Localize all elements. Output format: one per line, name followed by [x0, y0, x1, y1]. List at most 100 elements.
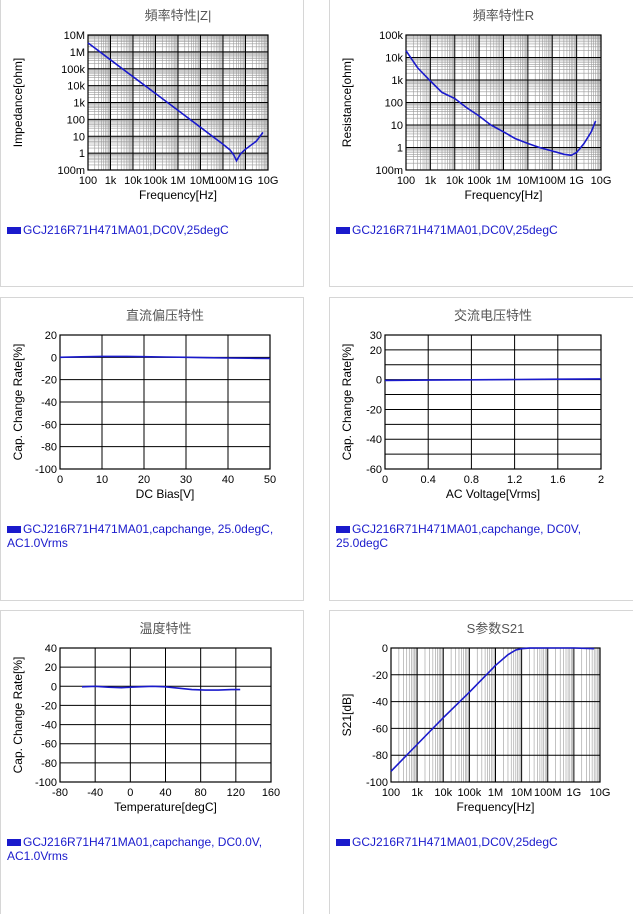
series-line	[81, 685, 241, 691]
x-tick-label: 40	[159, 787, 171, 799]
y-tick-label: 10M	[64, 30, 85, 42]
chart-title: 頻率特性R	[473, 8, 534, 23]
temperature-chart: 温度特性-80 -40 0 40 80 120 16040200-20-40-60-80-1…	[11, 621, 280, 814]
y-tick-label: 20	[370, 345, 382, 357]
legend-text: GCJ216R71H471MA01,DC0V,25degC	[352, 835, 558, 849]
y-tick-label: 10	[73, 131, 85, 143]
chart-panel-impedance: 頻率特性|Z| 100 1k 10k 100k 1M 10M 100M 1G 10G 100m 1 10…	[0, 0, 304, 287]
x-tick-label: 160	[262, 787, 280, 799]
x-axis-label: Frequency[Hz]	[464, 188, 542, 202]
y-axis-label: Cap. Change Rate[%]	[340, 344, 354, 461]
legend-s21: GCJ216R71H471MA01,DC0V,25degC	[336, 835, 626, 849]
y-tick-label: 100m	[57, 165, 85, 177]
x-tick-label: -40	[87, 787, 103, 799]
y-tick-label: 20	[45, 662, 57, 674]
x-tick-label: 1G	[567, 787, 582, 799]
x-tick-label: 10k	[124, 175, 142, 187]
legend-swatch	[336, 227, 350, 235]
x-tick-label: 1M	[488, 787, 503, 799]
y-axis-label: Impedance[ohm]	[11, 58, 25, 147]
x-tick-label: 0	[382, 474, 388, 486]
x-tick-label: 100k	[467, 175, 491, 187]
y-tick-label: -60	[41, 419, 57, 431]
legend-text: GCJ216R71H471MA01,capchange, 25.0degC, A…	[7, 522, 274, 550]
x-tick-label: 100k	[144, 175, 168, 187]
legend-swatch	[336, 526, 350, 534]
y-tick-label: 1k	[73, 98, 85, 110]
plot-frame	[405, 34, 602, 171]
y-tick-label: 10k	[385, 53, 403, 65]
plot-area	[385, 335, 601, 469]
x-axis-label: Temperature[degC]	[114, 800, 217, 814]
y-tick-label: 10k	[67, 81, 85, 93]
ac-voltage-chart: 交流电压特性 0 0.4 0.8 1.2 1.6 2 30 20 0 -20 -40 -60 AC Vol…	[340, 308, 604, 501]
x-tick-label: 10G	[590, 787, 611, 799]
legend-impedance: GCJ216R71H471MA01,DC0V,25degC	[7, 223, 297, 237]
legend-resistance: GCJ216R71H471MA01,DC0V,25degC	[336, 223, 626, 237]
y-tick-label: 100	[385, 98, 403, 110]
y-tick-label: -80	[41, 758, 57, 770]
x-tick-label: 50	[264, 474, 276, 486]
chart-panel-dc-bias: 直流偏压特性 0 10 20 30 40 50 20 0 -20 -40 -60 -80 -100 DC B…	[0, 297, 304, 601]
y-axis-label: S21[dB]	[340, 694, 354, 737]
x-tick-label: 1k	[105, 175, 117, 187]
x-tick-label: 1k	[425, 175, 437, 187]
y-tick-label: 30	[370, 330, 382, 342]
x-tick-label: 10M	[511, 787, 532, 799]
y-tick-label: 0	[376, 375, 382, 387]
x-tick-label: 1G	[569, 175, 584, 187]
series-line	[390, 647, 595, 772]
plot-frame	[390, 647, 601, 783]
x-tick-label: 10M	[190, 175, 211, 187]
x-tick-label: 1k	[411, 787, 423, 799]
x-tick-label: 10G	[591, 175, 612, 187]
x-tick-label: 100k	[457, 787, 481, 799]
chart-panel-resistance: 頻率特性R 100 1k 10k 100k 1M 10M 100M 1G 10G 100m 1 10 10…	[329, 0, 633, 287]
x-tick-label: 0	[127, 787, 133, 799]
x-tick-label: 30	[180, 474, 192, 486]
x-tick-label: 1.2	[507, 474, 522, 486]
legend-swatch	[7, 227, 21, 235]
x-tick-label: 1M	[496, 175, 511, 187]
y-tick-label: 0	[51, 352, 57, 364]
series-line	[405, 50, 597, 157]
x-tick-label: 80	[195, 787, 207, 799]
y-tick-label: -60	[41, 739, 57, 751]
x-axis-label: Frequency[Hz]	[139, 188, 217, 202]
chart-title: 直流偏压特性	[126, 308, 204, 323]
legend-swatch	[7, 839, 21, 847]
x-tick-label: 1.6	[550, 474, 565, 486]
chart-panel-temperature: 温度特性 -80 -40 0 40 80 120 160 40 20 0 -20 -40 -60 -80 -1…	[0, 610, 304, 914]
x-tick-label: 100M	[534, 787, 562, 799]
chart-panel-s21: S参数S21 100 1k 10k 100k 1M 10M 100M 1G 10G 0 -20 -40 -…	[329, 610, 633, 914]
y-tick-label: 1	[397, 143, 403, 155]
plot-frame	[87, 34, 269, 171]
x-tick-label: 40	[222, 474, 234, 486]
y-tick-label: -60	[372, 723, 388, 735]
chart-title: 交流电压特性	[454, 308, 532, 323]
x-tick-label: 100M	[538, 175, 566, 187]
y-tick-label: -60	[366, 464, 382, 476]
series-line	[59, 355, 271, 360]
y-tick-label: 100k	[379, 30, 403, 42]
x-tick-label: -80	[52, 787, 68, 799]
y-tick-label: -100	[366, 777, 388, 789]
y-tick-label: -40	[372, 697, 388, 709]
y-tick-label: -100	[35, 777, 57, 789]
legend-swatch	[336, 839, 350, 847]
x-axis-label: AC Voltage[Vrms]	[446, 487, 540, 501]
x-tick-label: 10G	[258, 175, 279, 187]
plot-frame	[384, 334, 602, 470]
y-tick-label: -40	[366, 434, 382, 446]
legend-temperature: GCJ216R71H471MA01,capchange, DC0.0V, AC1…	[7, 835, 297, 863]
s21-chart: S参数S21 100 1k 10k 100k 1M 10M 100M 1G 10G 0 -20 -40 -…	[340, 621, 611, 814]
legend-text: GCJ216R71H471MA01,capchange, DC0V, 25.0d…	[336, 522, 582, 550]
x-tick-label: 2	[598, 474, 604, 486]
y-tick-label: 40	[45, 643, 57, 655]
y-tick-label: 0	[51, 681, 57, 693]
x-tick-label: 0.4	[421, 474, 436, 486]
y-axis-label: Resistance[ohm]	[340, 58, 354, 147]
chart-title: 頻率特性|Z|	[145, 8, 212, 23]
